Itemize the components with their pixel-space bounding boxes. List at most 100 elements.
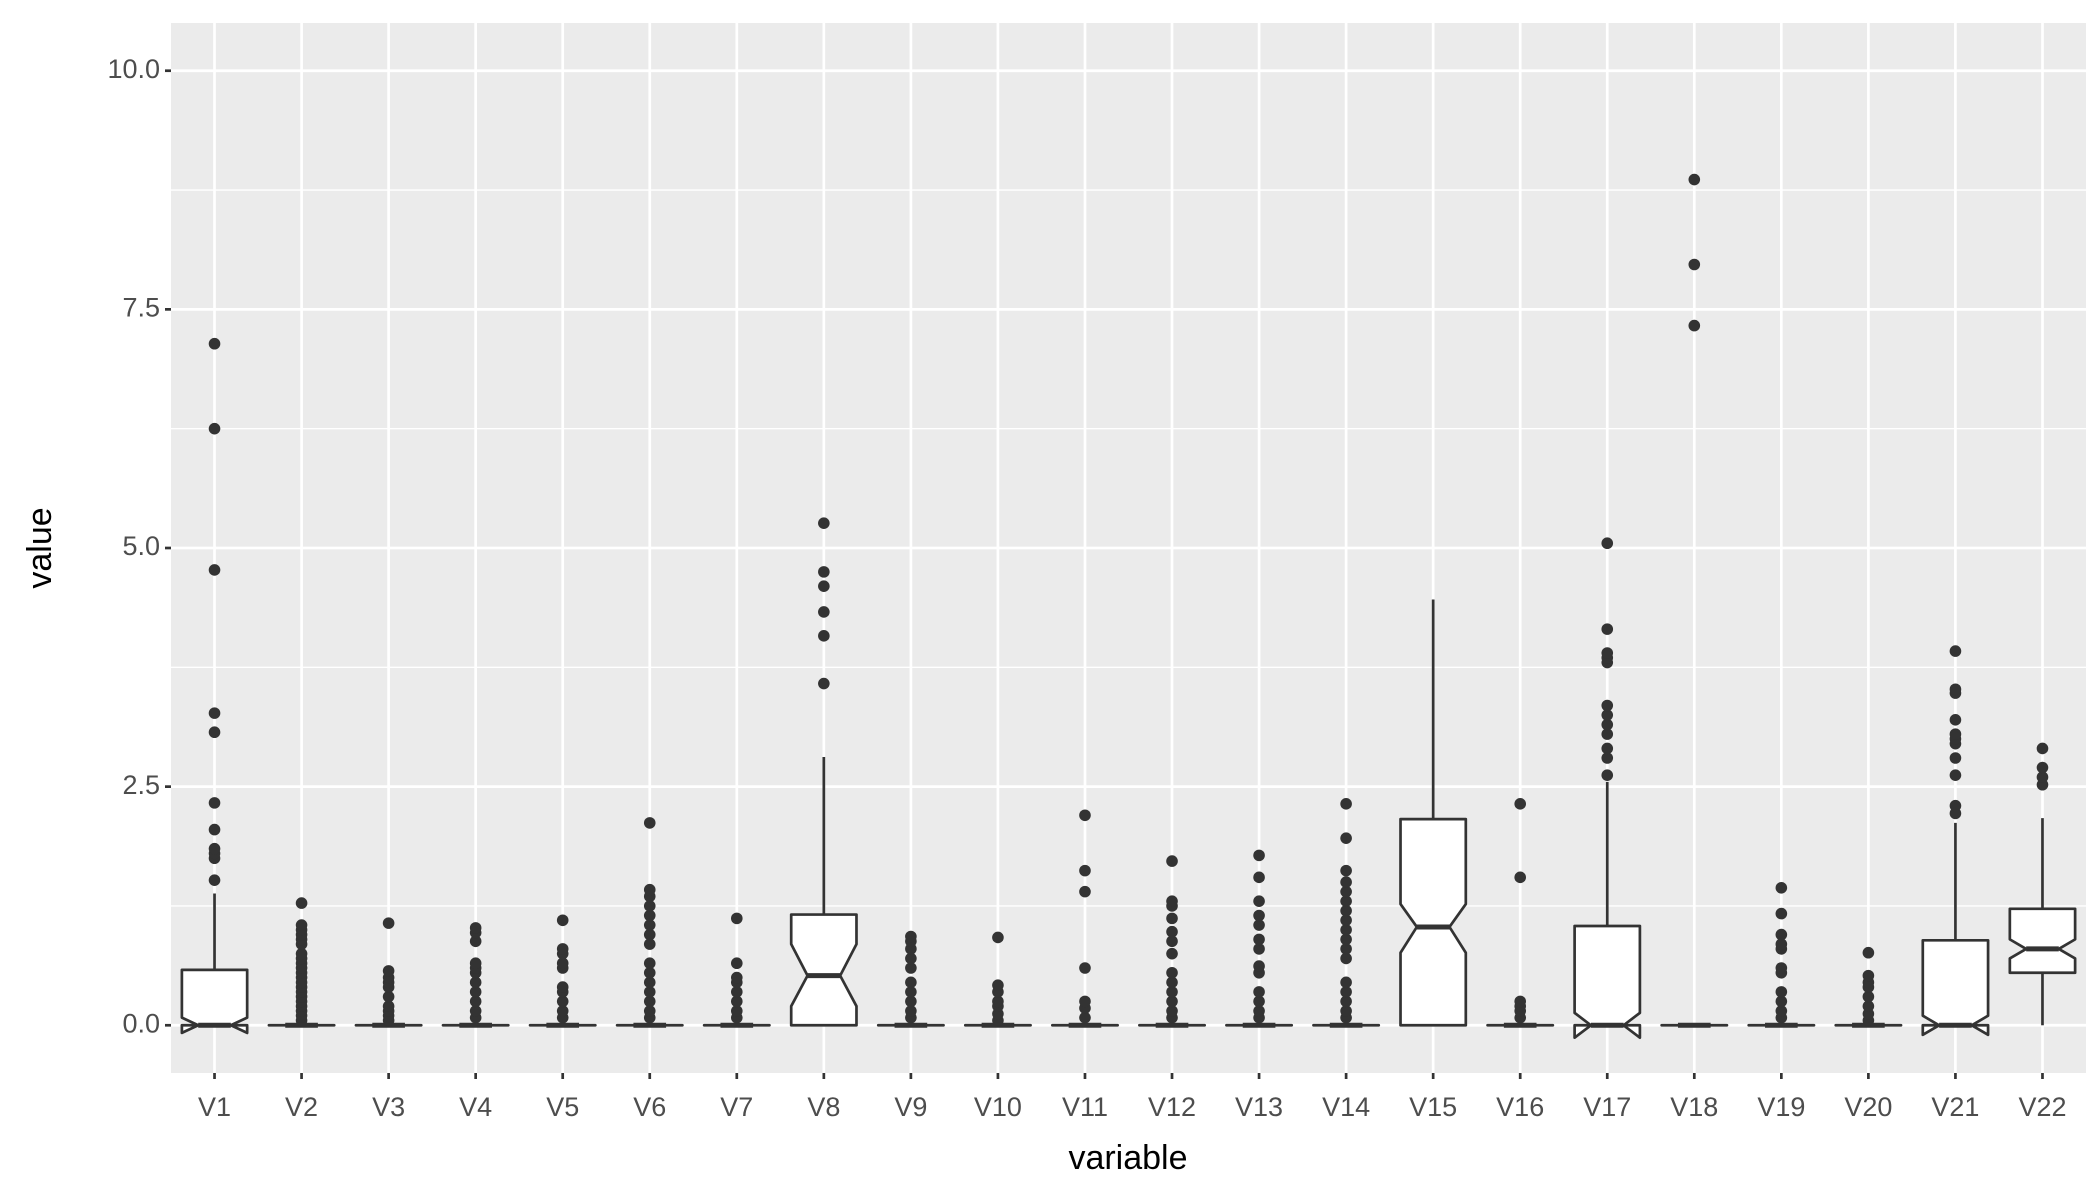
outlier <box>469 986 482 998</box>
x-tick-label: V16 <box>1496 1092 1544 1122</box>
x-tick-label: V8 <box>807 1092 840 1122</box>
x-tick-label: V22 <box>2018 1092 2066 1122</box>
outlier <box>643 817 656 829</box>
y-tick-label: 5.0 <box>122 531 160 561</box>
outlier <box>382 1000 395 1012</box>
outlier <box>818 677 830 690</box>
outlier <box>1253 995 1265 1008</box>
outlier <box>643 976 656 989</box>
outlier <box>1340 986 1352 998</box>
outlier <box>1340 798 1352 810</box>
outlier <box>295 897 308 909</box>
outlier <box>556 914 569 927</box>
outlier <box>905 995 917 1008</box>
outlier <box>1253 933 1265 946</box>
box <box>180 968 249 1035</box>
outlier <box>905 930 917 943</box>
outlier <box>1340 885 1352 898</box>
outlier <box>208 797 221 809</box>
x-tick-label: V20 <box>1844 1092 1892 1122</box>
outlier <box>1949 683 1962 696</box>
outlier <box>992 979 1004 991</box>
outlier <box>1949 714 1962 726</box>
outlier <box>1166 925 1178 938</box>
outlier <box>905 1005 917 1017</box>
outlier <box>730 971 743 984</box>
outlier <box>1601 537 1614 550</box>
x-tick-label: V14 <box>1322 1092 1370 1122</box>
outlier <box>1688 319 1701 332</box>
x-tick-label: V5 <box>546 1092 579 1122</box>
x-tick-label: V13 <box>1235 1092 1283 1122</box>
outlier <box>730 986 743 998</box>
outlier <box>1340 943 1352 955</box>
outlier <box>469 935 482 948</box>
outlier <box>730 995 743 1008</box>
y-tick-label: 7.5 <box>122 292 160 322</box>
outlier <box>1340 1005 1352 1017</box>
outlier <box>1253 849 1265 862</box>
outlier <box>382 965 395 977</box>
outlier <box>1601 769 1614 781</box>
outlier <box>1166 966 1178 979</box>
outlier <box>1079 885 1091 898</box>
outlier <box>1079 962 1091 974</box>
outlier <box>643 938 656 950</box>
y-tick-label: 0.0 <box>122 1008 160 1038</box>
outlier <box>1253 986 1265 998</box>
x-tick-label: V17 <box>1583 1092 1631 1122</box>
outlier <box>469 976 482 989</box>
outlier <box>730 957 743 970</box>
outlier <box>2036 761 2049 774</box>
outlier <box>1601 718 1614 731</box>
outlier <box>2036 742 2049 755</box>
outlier <box>556 1005 569 1017</box>
outlier <box>643 957 656 970</box>
outlier <box>1253 960 1265 972</box>
outlier <box>1253 943 1265 955</box>
x-tick-label: V2 <box>285 1092 318 1122</box>
outlier <box>1775 1005 1788 1017</box>
outlier <box>1166 912 1178 925</box>
outlier <box>643 966 656 979</box>
outlier <box>1340 995 1352 1008</box>
outlier <box>1775 928 1788 941</box>
y-tick-label: 2.5 <box>122 770 160 800</box>
outlier <box>1949 799 1962 812</box>
outlier <box>1166 947 1178 960</box>
x-tick-label: V19 <box>1757 1092 1805 1122</box>
outlier <box>643 986 656 998</box>
outlier <box>1601 752 1614 764</box>
outlier <box>643 883 656 896</box>
outlier <box>208 422 221 435</box>
outlier <box>905 962 917 974</box>
outlier <box>208 337 221 350</box>
outlier <box>1340 876 1352 888</box>
outlier <box>730 1005 743 1017</box>
outlier <box>1949 752 1962 764</box>
outlier <box>1166 895 1178 907</box>
x-tick-label: V6 <box>633 1092 666 1122</box>
outlier <box>469 922 482 934</box>
outlier <box>1340 914 1352 927</box>
outlier <box>1340 952 1352 965</box>
outlier <box>2036 771 2049 783</box>
outlier <box>208 823 221 836</box>
outlier <box>1862 969 1875 982</box>
outlier <box>1340 864 1352 877</box>
outlier <box>556 995 569 1008</box>
outlier <box>1166 855 1178 867</box>
outlier <box>818 517 830 529</box>
outlier <box>382 917 395 929</box>
outlier <box>469 995 482 1008</box>
outlier <box>1514 995 1527 1008</box>
x-tick-label: V12 <box>1148 1092 1196 1122</box>
outlier <box>1775 938 1788 950</box>
y-tick-label: 10.0 <box>107 54 160 84</box>
outlier <box>1775 986 1788 998</box>
box <box>1573 924 1642 1040</box>
outlier <box>643 995 656 1008</box>
x-tick-label: V18 <box>1670 1092 1718 1122</box>
outlier <box>1253 895 1265 907</box>
